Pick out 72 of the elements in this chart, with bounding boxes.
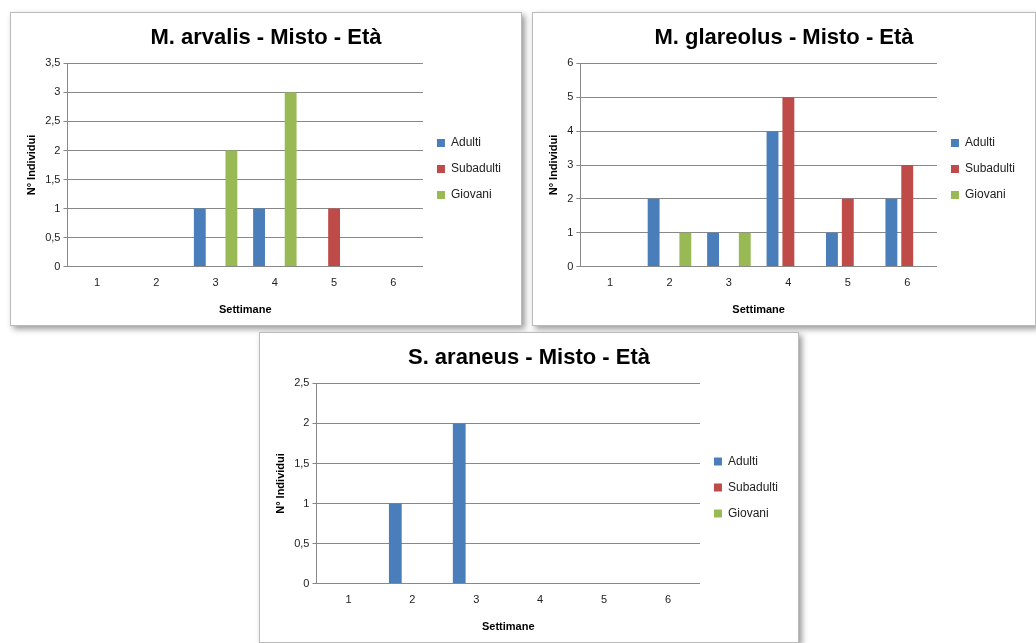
bar — [766, 131, 779, 267]
x-axis-title: Settimane — [732, 303, 785, 316]
y-tick-label: 3 — [54, 85, 61, 98]
x-tick-label: 3 — [212, 276, 219, 289]
y-tick-label: 2 — [303, 416, 310, 429]
x-tick-label: 2 — [409, 593, 416, 606]
bar — [679, 232, 692, 267]
x-tick-label: 4 — [537, 593, 544, 606]
x-tick-label: 5 — [601, 593, 608, 606]
chart-title: S. araneus - Misto - Età — [407, 344, 651, 370]
bar — [707, 232, 720, 267]
y-tick-label: 2,5 — [294, 376, 310, 389]
y-tick-label: 0,5 — [294, 536, 310, 549]
bar — [193, 208, 206, 267]
x-tick-label: 2 — [153, 276, 160, 289]
y-tick-label: 1,5 — [294, 456, 310, 469]
legend-label: Adulti — [964, 135, 995, 150]
legend-label: Subadulti — [727, 479, 779, 494]
y-tick-label: 1 — [567, 225, 574, 238]
x-tick-label: 2 — [666, 276, 673, 289]
x-tick-label: 1 — [606, 276, 614, 289]
x-tick-label: 6 — [664, 593, 672, 606]
x-tick-label: 3 — [725, 276, 732, 289]
y-tick-label: 1,5 — [45, 172, 61, 185]
y-tick-label: 0 — [567, 259, 574, 272]
x-axis-title: Settimane — [481, 620, 535, 633]
bar — [328, 208, 341, 267]
legend-label: Giovani — [727, 505, 769, 520]
x-tick-label: 3 — [473, 593, 480, 606]
bar — [885, 198, 898, 267]
x-tick-label: 4 — [271, 276, 278, 289]
bar — [782, 97, 795, 267]
y-tick-label: 0 — [303, 576, 310, 589]
y-axis-title: N° Individui — [24, 134, 37, 196]
bar — [841, 198, 854, 267]
chart-title: M. glareolus - Misto - Età — [654, 24, 915, 50]
y-tick-label: 3,5 — [45, 56, 61, 69]
bar — [225, 150, 238, 267]
legend-label: Giovani — [964, 187, 1006, 202]
y-tick-label: 0 — [54, 259, 61, 272]
legend-label: Adulti — [450, 135, 481, 150]
x-tick-label: 5 — [331, 276, 338, 289]
bar — [826, 232, 838, 267]
bar — [901, 165, 914, 267]
x-tick-label: 1 — [94, 276, 101, 289]
legend-label: Subadulti — [964, 161, 1016, 176]
y-axis-title: N° Individui — [546, 134, 559, 196]
x-tick-label: 6 — [904, 276, 911, 289]
bar — [647, 198, 660, 267]
x-tick-label: 4 — [785, 276, 792, 289]
y-tick-label: 2 — [54, 143, 61, 156]
x-tick-label: 1 — [345, 593, 352, 606]
x-tick-label: 5 — [844, 276, 851, 289]
y-tick-label: 5 — [567, 90, 574, 103]
y-tick-label: 3 — [567, 158, 574, 171]
y-tick-label: 1 — [54, 201, 61, 214]
y-tick-label: 2 — [567, 191, 574, 204]
x-tick-label: 6 — [390, 276, 397, 289]
y-tick-label: 2,5 — [45, 114, 61, 127]
chart-title: M. arvalis - Misto - Età — [150, 24, 383, 50]
y-axis-title: N° Individui — [273, 453, 286, 514]
y-tick-label: 1 — [303, 496, 310, 509]
y-tick-label: 6 — [567, 56, 574, 69]
legend-label: Adulti — [727, 453, 758, 468]
legend-label: Subadulti — [450, 161, 502, 176]
bar — [253, 208, 265, 267]
x-axis-title: Settimane — [218, 303, 272, 316]
bar — [738, 232, 751, 267]
y-tick-label: 0,5 — [45, 230, 61, 243]
legend-label: Giovani — [450, 187, 492, 202]
bar — [284, 92, 297, 267]
y-tick-label: 4 — [567, 124, 574, 137]
